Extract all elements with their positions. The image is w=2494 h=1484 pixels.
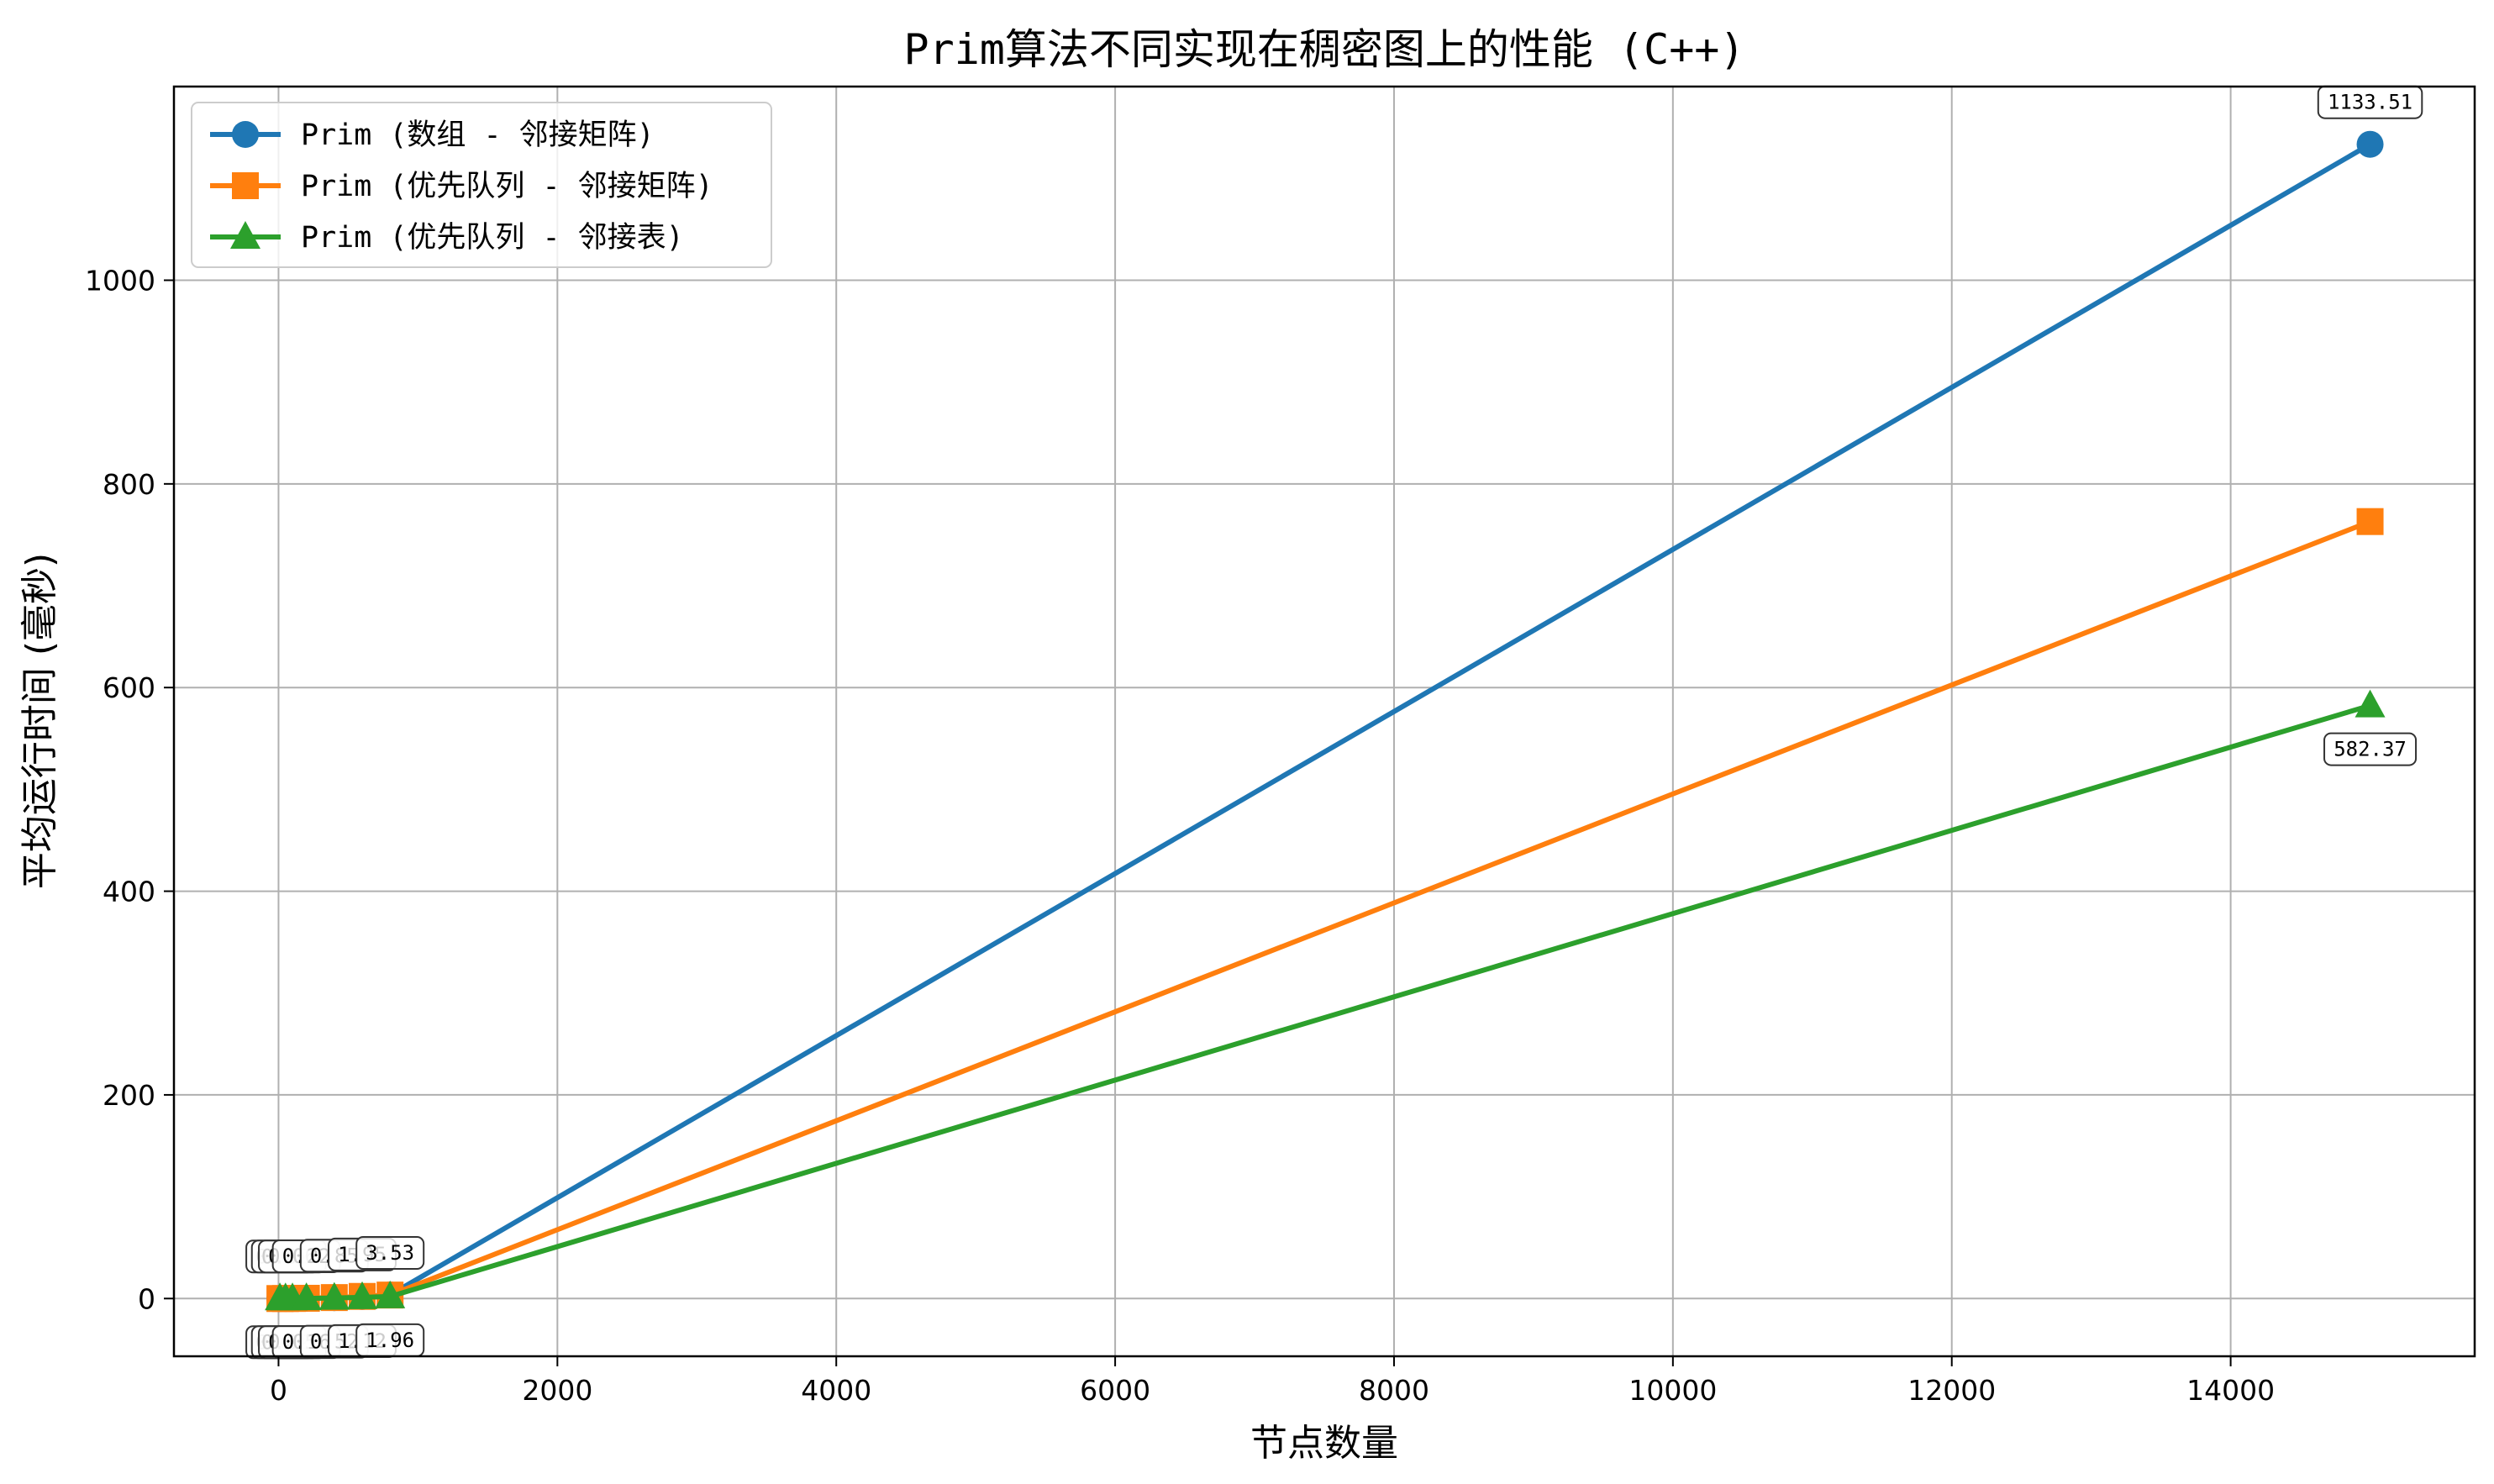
data-label: 3.53 (355, 1236, 425, 1271)
x-tick-label: 4000 (801, 1374, 871, 1407)
data-label: 1.96 (355, 1323, 425, 1357)
legend-label: Prim (优先队列 - 邻接矩阵) (301, 170, 713, 203)
legend-entry: Prim (数组 - 邻接矩阵) (210, 118, 655, 152)
y-tick-label: 200 (103, 1079, 155, 1112)
legend-marker (232, 121, 259, 148)
data-point (347, 1281, 378, 1309)
legend-marker (232, 172, 259, 199)
x-axis-label: 节点数量 (1250, 1422, 1398, 1465)
series-3 (265, 689, 2386, 1311)
data-label-text: 1133.51 (2328, 91, 2412, 114)
chart-title: Prim算法不同实现在稠密图上的性能 (C++) (903, 25, 1744, 74)
data-point (2356, 508, 2384, 535)
legend: Prim (数组 - 邻接矩阵) Prim (优先队列 - 邻接矩阵) Prim (… (191, 102, 772, 268)
x-tick-label: 8000 (1359, 1374, 1429, 1407)
y-axis-label: 平均运行时间 (毫秒) (18, 553, 61, 889)
y-tick-label: 400 (103, 876, 155, 908)
legend-entry: Prim (优先队列 - 邻接表) (210, 221, 684, 255)
legend-box (191, 102, 772, 268)
data-label-box (355, 1236, 425, 1271)
x-tick-label: 14000 (2186, 1374, 2275, 1407)
axis-ticks: 0 2000 4000 6000 8000 10000 12000 14000 0 200 400 6… (85, 264, 2275, 1407)
plot-frame (172, 85, 2476, 1358)
grid-lines (174, 87, 2475, 1356)
legend-marker (230, 221, 260, 249)
data-label: 582.37 (2323, 732, 2418, 766)
legend-entry: Prim (优先队列 - 邻接矩阵) (210, 170, 713, 203)
x-tick-label: 2000 (522, 1374, 592, 1407)
data-label-box (2323, 732, 2418, 766)
data-point (2355, 689, 2386, 718)
data-label-text: 582.37 (2334, 738, 2407, 761)
y-tick-label: 600 (103, 671, 155, 704)
y-tick-label: 800 (103, 468, 155, 501)
data-point (2356, 130, 2384, 158)
x-tick-label: 10000 (1628, 1374, 1717, 1407)
x-tick-label: 0 (270, 1374, 287, 1407)
y-tick-label: 1000 (85, 264, 155, 297)
data-point (291, 1282, 322, 1311)
data-point (318, 1281, 350, 1310)
y-tick-label: 0 (138, 1282, 155, 1315)
legend-label: Prim (数组 - 邻接矩阵) (301, 118, 655, 152)
data-label-text: 1.96 (366, 1329, 414, 1352)
annotation-layer: 0.010.020.060.220.851.953.531133.510.010… (245, 85, 2423, 1360)
legend-label: Prim (优先队列 - 邻接表) (301, 221, 684, 255)
data-label-text: 3.53 (366, 1241, 414, 1265)
data-label: 1133.51 (2317, 85, 2423, 119)
data-point (375, 1280, 406, 1308)
series-layer (265, 130, 2386, 1313)
x-tick-label: 6000 (1080, 1374, 1150, 1407)
x-tick-label: 12000 (1907, 1374, 1996, 1407)
